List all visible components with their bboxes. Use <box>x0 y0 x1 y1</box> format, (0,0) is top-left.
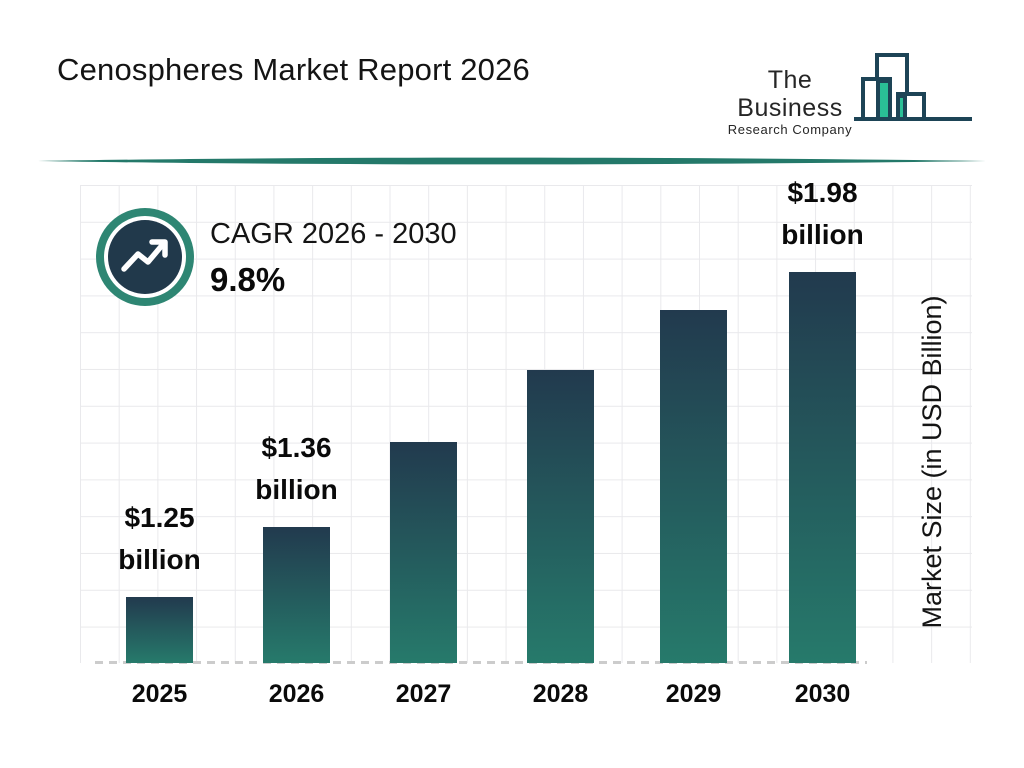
x-tick-2026: 2026 <box>268 680 325 708</box>
logo-bar-chart-icon <box>854 53 972 121</box>
value-unit: billion <box>781 219 864 250</box>
trend-up-badge-icon <box>96 208 194 306</box>
logo-subname: Research Company <box>727 122 853 137</box>
value-unit: billion <box>255 474 338 505</box>
x-tick-2025: 2025 <box>131 680 188 708</box>
bar-2030 <box>789 272 856 663</box>
bar-2026 <box>263 527 330 663</box>
chart-baseline <box>95 661 867 664</box>
value-label-2025: $1.25 billion <box>75 497 245 581</box>
value-amount: $1.25 <box>124 502 195 533</box>
logo-name: The Business <box>737 66 843 122</box>
bar-2027 <box>390 442 457 663</box>
company-logo: The Business Research Company <box>716 40 976 137</box>
value-label-2026: $1.36 billion <box>212 427 382 511</box>
x-tick-2030: 2030 <box>794 680 851 708</box>
y-axis-label: Market Size (in USD Billion) <box>917 295 947 629</box>
company-logo-text: The Business Research Company <box>716 66 864 137</box>
x-tick-2027: 2027 <box>395 680 452 708</box>
x-tick-2029: 2029 <box>665 680 722 708</box>
divider-line <box>38 157 986 165</box>
x-tick-2028: 2028 <box>532 680 589 708</box>
bar-2028 <box>527 370 594 663</box>
value-amount: $1.98 <box>787 177 858 208</box>
value-label-2030: $1.98 billion <box>738 172 908 256</box>
bar-2025 <box>126 597 193 663</box>
cagr-value: 9.8% <box>210 261 286 298</box>
value-amount: $1.36 <box>261 432 332 463</box>
bar-2029 <box>660 310 727 663</box>
value-unit: billion <box>118 544 201 575</box>
cagr-range-label: CAGR 2026 - 2030 <box>210 218 457 250</box>
page-title: Cenospheres Market Report 2026 <box>57 52 530 87</box>
